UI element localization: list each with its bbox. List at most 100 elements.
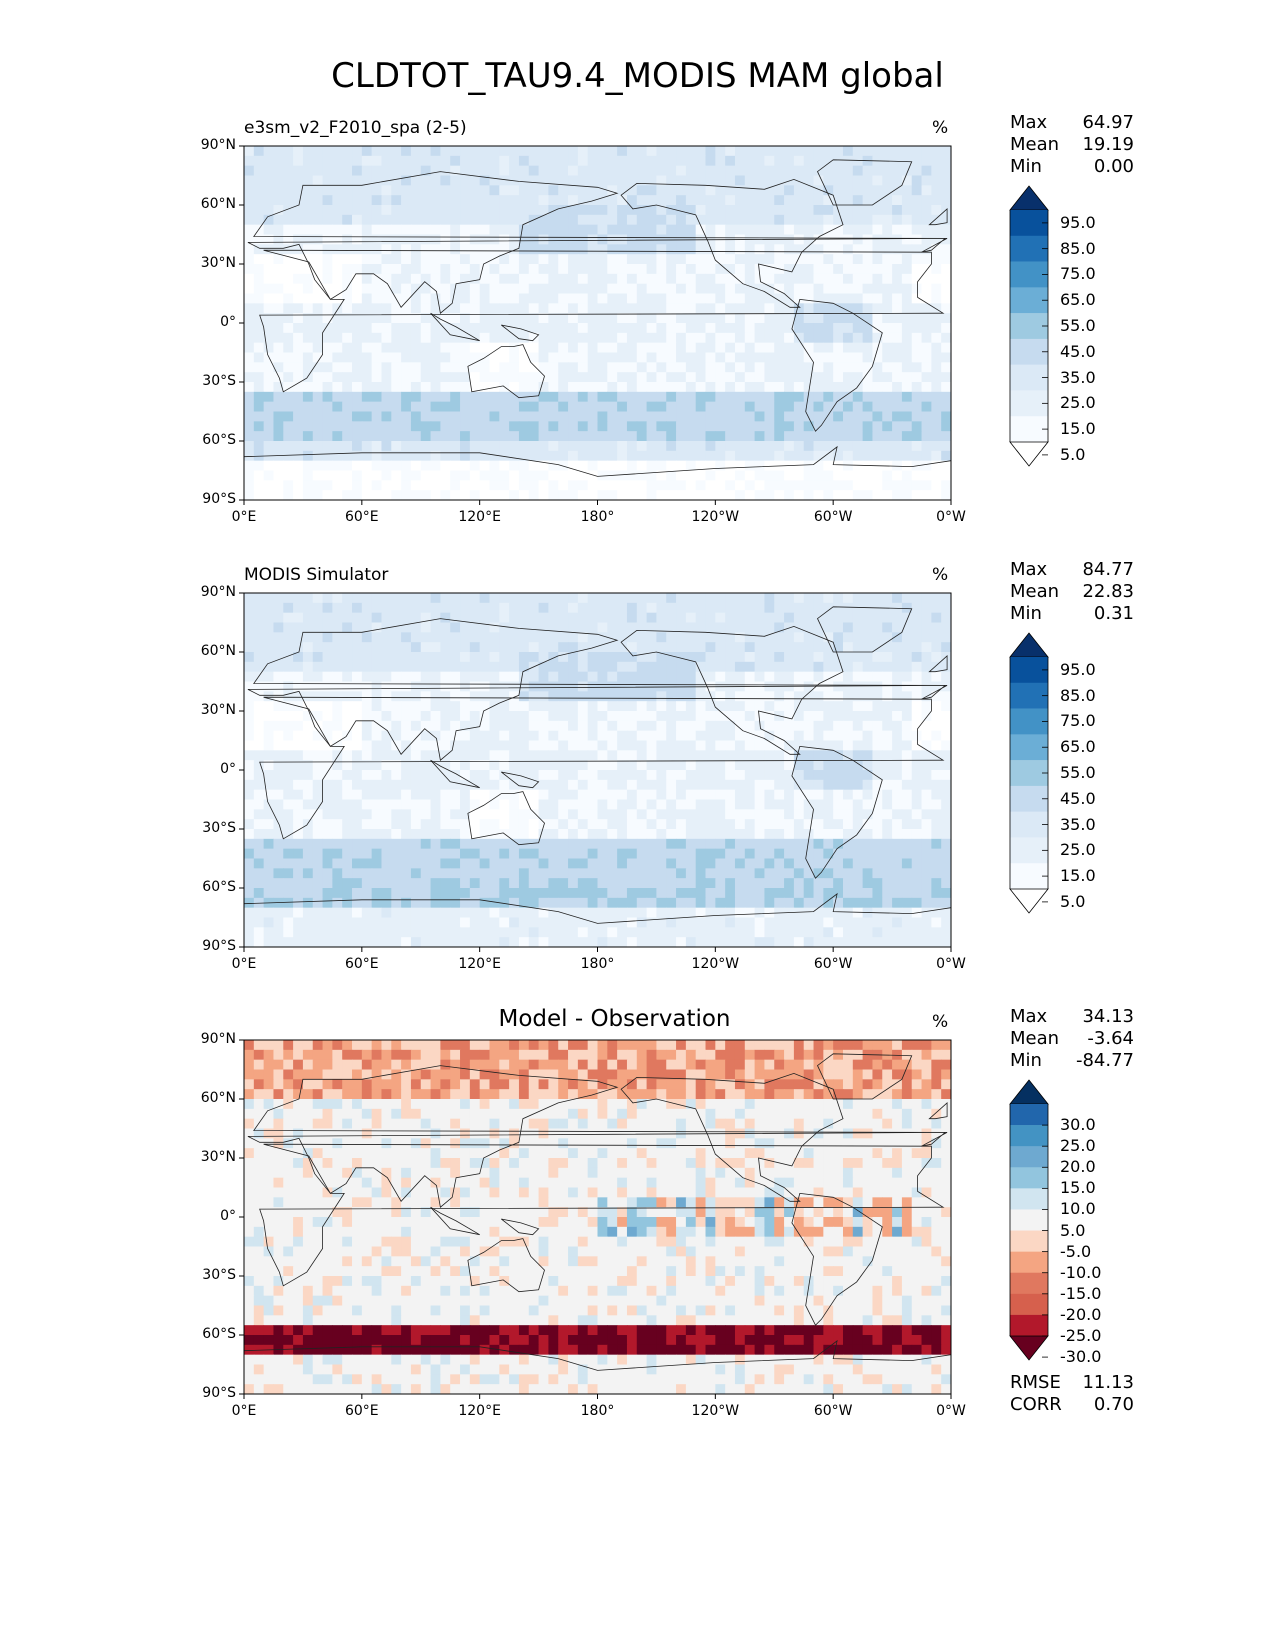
x-tick-label: 0°W <box>936 956 966 972</box>
y-tick-label: 30°N <box>200 702 236 718</box>
colorbar-segment <box>1010 1209 1048 1231</box>
coastline-path <box>791 1192 883 1326</box>
colorbar-segment <box>1010 210 1048 237</box>
stat-value: 84.77 <box>1082 559 1134 580</box>
stat-value: 22.83 <box>1082 581 1134 602</box>
colorbar-label: 20.0 <box>1060 1157 1096 1177</box>
y-tick-label: 90°S <box>202 938 236 954</box>
stat-label: Mean <box>1010 1028 1060 1049</box>
colorbar-label: 5.0 <box>1060 1220 1086 1240</box>
coastline-path <box>816 1053 913 1100</box>
y-tick-label: 0° <box>220 761 236 777</box>
coastline-path <box>928 655 948 673</box>
x-tick-label: 120°E <box>458 1403 501 1419</box>
colorbar-label: 65.0 <box>1060 290 1096 310</box>
stats-block: Max 84.77 Mean 22.83 Min 0.31 <box>1010 559 1134 625</box>
stat-mean: Mean -3.64 <box>1010 1028 1134 1050</box>
coastline-path <box>259 249 945 393</box>
stat-value: 0.00 <box>1093 156 1134 177</box>
colorbar-label: 65.0 <box>1060 737 1096 757</box>
panel-diff <box>239 1039 1049 1399</box>
colorbar-label: 15.0 <box>1060 419 1096 439</box>
coastline-path <box>928 1102 948 1120</box>
x-tick-label: 60°W <box>813 1403 853 1419</box>
stat-min: Min 0.00 <box>1010 156 1134 178</box>
y-tick-label: 90°S <box>202 1385 236 1401</box>
coastline-path <box>501 1218 540 1236</box>
colorbar-segment <box>1010 313 1048 340</box>
colorbar-bottom-extend <box>1009 888 1049 914</box>
colorbar-label: 35.0 <box>1060 367 1096 387</box>
stat-min: Min 0.31 <box>1010 603 1134 625</box>
coastline-path <box>430 312 480 342</box>
panel-title: MODIS Simulator <box>244 565 389 585</box>
stats-block: Max 34.13 Mean -3.64 Min -84.77 <box>1010 1006 1134 1072</box>
y-tick-label: 30°N <box>200 1149 236 1165</box>
map-field <box>244 1040 951 1394</box>
panel-title: e3sm_v2_F2010_spa (2-5) <box>244 118 467 138</box>
colorbar-label: -10.0 <box>1060 1262 1102 1282</box>
colorbar-segment <box>1010 682 1048 709</box>
colorbar-label: 85.0 <box>1060 685 1096 705</box>
coastline-path <box>620 178 844 308</box>
stat-value: 64.97 <box>1082 112 1134 133</box>
colorbar-segment <box>1010 657 1048 684</box>
x-tick-label: 60°W <box>813 509 853 525</box>
y-tick-label: 30°S <box>202 820 236 836</box>
stat-value: 0.31 <box>1093 603 1134 624</box>
coastline-path <box>244 445 951 500</box>
x-tick-label: 0°W <box>936 1403 966 1419</box>
unit-label: % <box>932 118 949 138</box>
colorbar-bottom-extend <box>1009 1335 1049 1361</box>
colorbar-segment <box>1010 338 1048 365</box>
colorbar-segment <box>1010 1104 1048 1126</box>
colorbar-label: 45.0 <box>1060 788 1096 808</box>
metric-corr: CORR 0.70 <box>1010 1394 1134 1416</box>
coastline-path <box>244 892 951 947</box>
x-tick-label: 0°W <box>936 509 966 525</box>
x-tick-label: 0°E <box>231 956 257 972</box>
x-tick-label: 120°W <box>691 1403 740 1419</box>
colorbar-label: 55.0 <box>1060 316 1096 335</box>
coastline-path <box>247 1065 948 1208</box>
stat-value: -3.64 <box>1087 1028 1134 1049</box>
coastline-path <box>501 324 540 342</box>
y-tick-label: 60°S <box>202 1326 236 1342</box>
colorbar-segment <box>1010 760 1048 787</box>
colorbar-segment <box>1010 1293 1048 1316</box>
coastline-path <box>816 159 913 206</box>
stat-max: Max 84.77 <box>1010 559 1134 581</box>
metrics-block: RMSE 11.13 CORR 0.70 <box>1010 1372 1134 1416</box>
colorbar-label: -30.0 <box>1060 1347 1102 1367</box>
colorbar-label: 95.0 <box>1060 212 1096 232</box>
x-tick-label: 0°E <box>231 509 257 525</box>
colorbar-label: 85.0 <box>1060 238 1096 258</box>
colorbar-segment <box>1010 416 1048 443</box>
coastline-path <box>791 298 883 432</box>
y-tick-label: 60°S <box>202 432 236 448</box>
x-tick-label: 180° <box>580 509 615 525</box>
x-tick-label: 120°W <box>691 956 740 972</box>
colorbar-segment <box>1010 1230 1048 1252</box>
stat-label: Min <box>1010 156 1042 177</box>
panel-title: Model - Observation <box>498 1006 731 1032</box>
colorbar-label: -25.0 <box>1060 1326 1102 1345</box>
map-field <box>244 593 951 947</box>
y-tick-label: 60°S <box>202 879 236 895</box>
field-cells <box>244 593 951 947</box>
colorbar-segment <box>1010 863 1048 890</box>
colorbar-segment <box>1010 390 1048 417</box>
coastline-path <box>816 606 913 653</box>
colorbar-label: 5.0 <box>1060 891 1086 911</box>
stat-label: Min <box>1010 603 1042 624</box>
colorbar-label: 45.0 <box>1060 341 1096 361</box>
coastline-path <box>430 759 480 789</box>
coastline-path <box>620 625 844 755</box>
figure-title: CLDTOT_TAU9.4_MODIS MAM global <box>331 56 944 96</box>
colorbar-label: 10.0 <box>1060 1199 1096 1219</box>
panel-ref <box>239 592 1049 952</box>
colorbar-segment <box>1010 1272 1048 1295</box>
coastline-path <box>259 696 945 840</box>
coastlines <box>244 159 951 500</box>
metric-label: RMSE <box>1010 1372 1061 1393</box>
